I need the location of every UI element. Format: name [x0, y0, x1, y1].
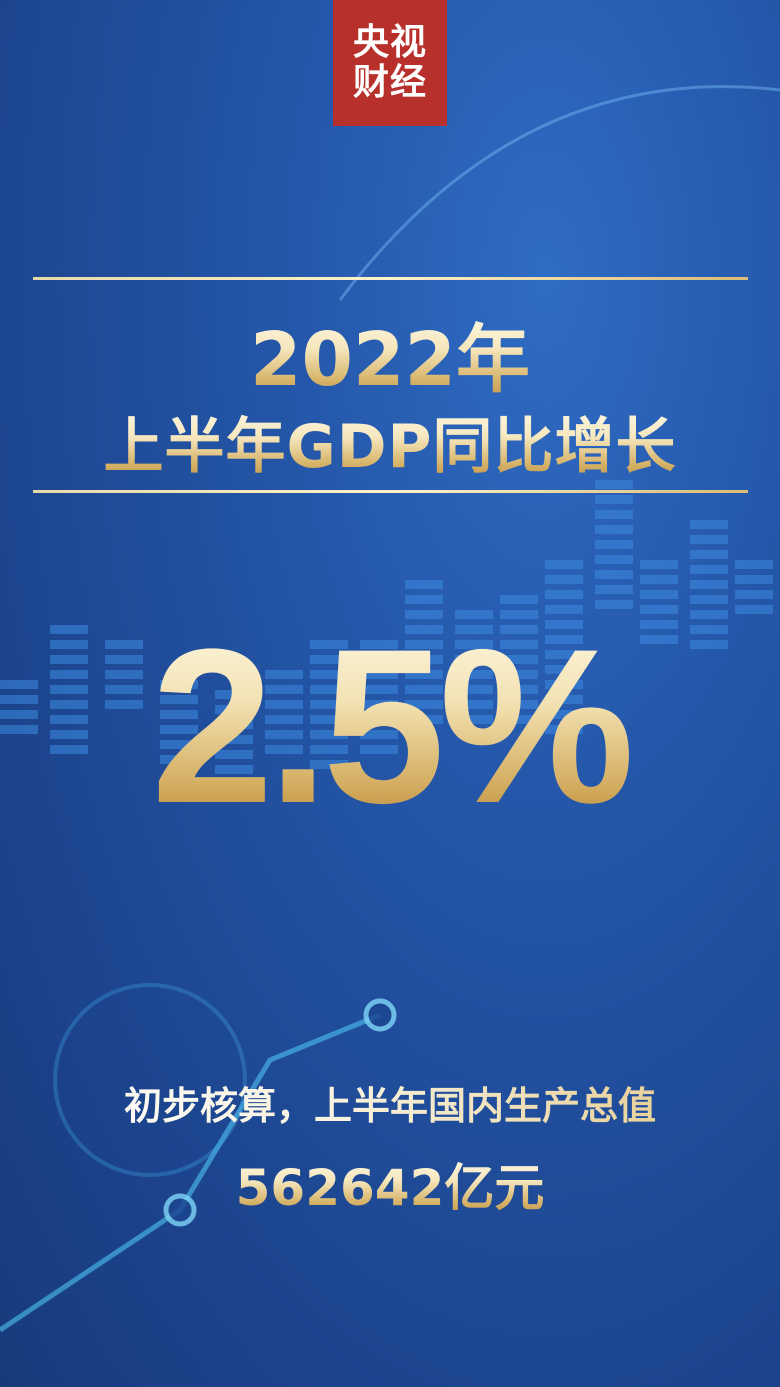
equalizer-bar — [595, 585, 633, 594]
equalizer-bar — [595, 510, 633, 519]
equalizer-bar — [545, 560, 583, 569]
headline-subtitle: 上半年GDP同比增长 — [0, 398, 780, 485]
equalizer-bar — [735, 590, 773, 599]
summary-text: 初步核算，上半年国内生产总值 — [0, 1075, 780, 1130]
equalizer-bar — [595, 555, 633, 564]
equalizer-bar — [545, 590, 583, 599]
equalizer-bar — [640, 575, 678, 584]
equalizer-bar — [735, 575, 773, 584]
equalizer-bar — [405, 580, 443, 589]
headline-year: 2022年 — [0, 300, 780, 407]
growth-rate: 2.5% — [0, 600, 780, 853]
logo-line2: 财经 — [352, 62, 427, 103]
bottom-divider — [33, 490, 748, 493]
equalizer-bar — [545, 575, 583, 584]
equalizer-bar — [690, 550, 728, 559]
equalizer-bar — [690, 520, 728, 529]
top-divider — [33, 277, 748, 280]
equalizer-bar — [595, 570, 633, 579]
equalizer-bar — [690, 580, 728, 589]
equalizer-bar — [690, 565, 728, 574]
trend-node-icon — [363, 998, 397, 1032]
gdp-value: 562642亿元 — [0, 1148, 780, 1220]
equalizer-bar — [640, 560, 678, 569]
equalizer-bar — [640, 590, 678, 599]
equalizer-bar — [735, 560, 773, 569]
logo-line1: 央视 — [352, 22, 427, 63]
equalizer-bar — [595, 525, 633, 534]
equalizer-bar — [595, 495, 633, 504]
cctv-finance-logo: 央视 财经 — [333, 0, 447, 126]
equalizer-bar — [595, 540, 633, 549]
equalizer-bar — [690, 535, 728, 544]
